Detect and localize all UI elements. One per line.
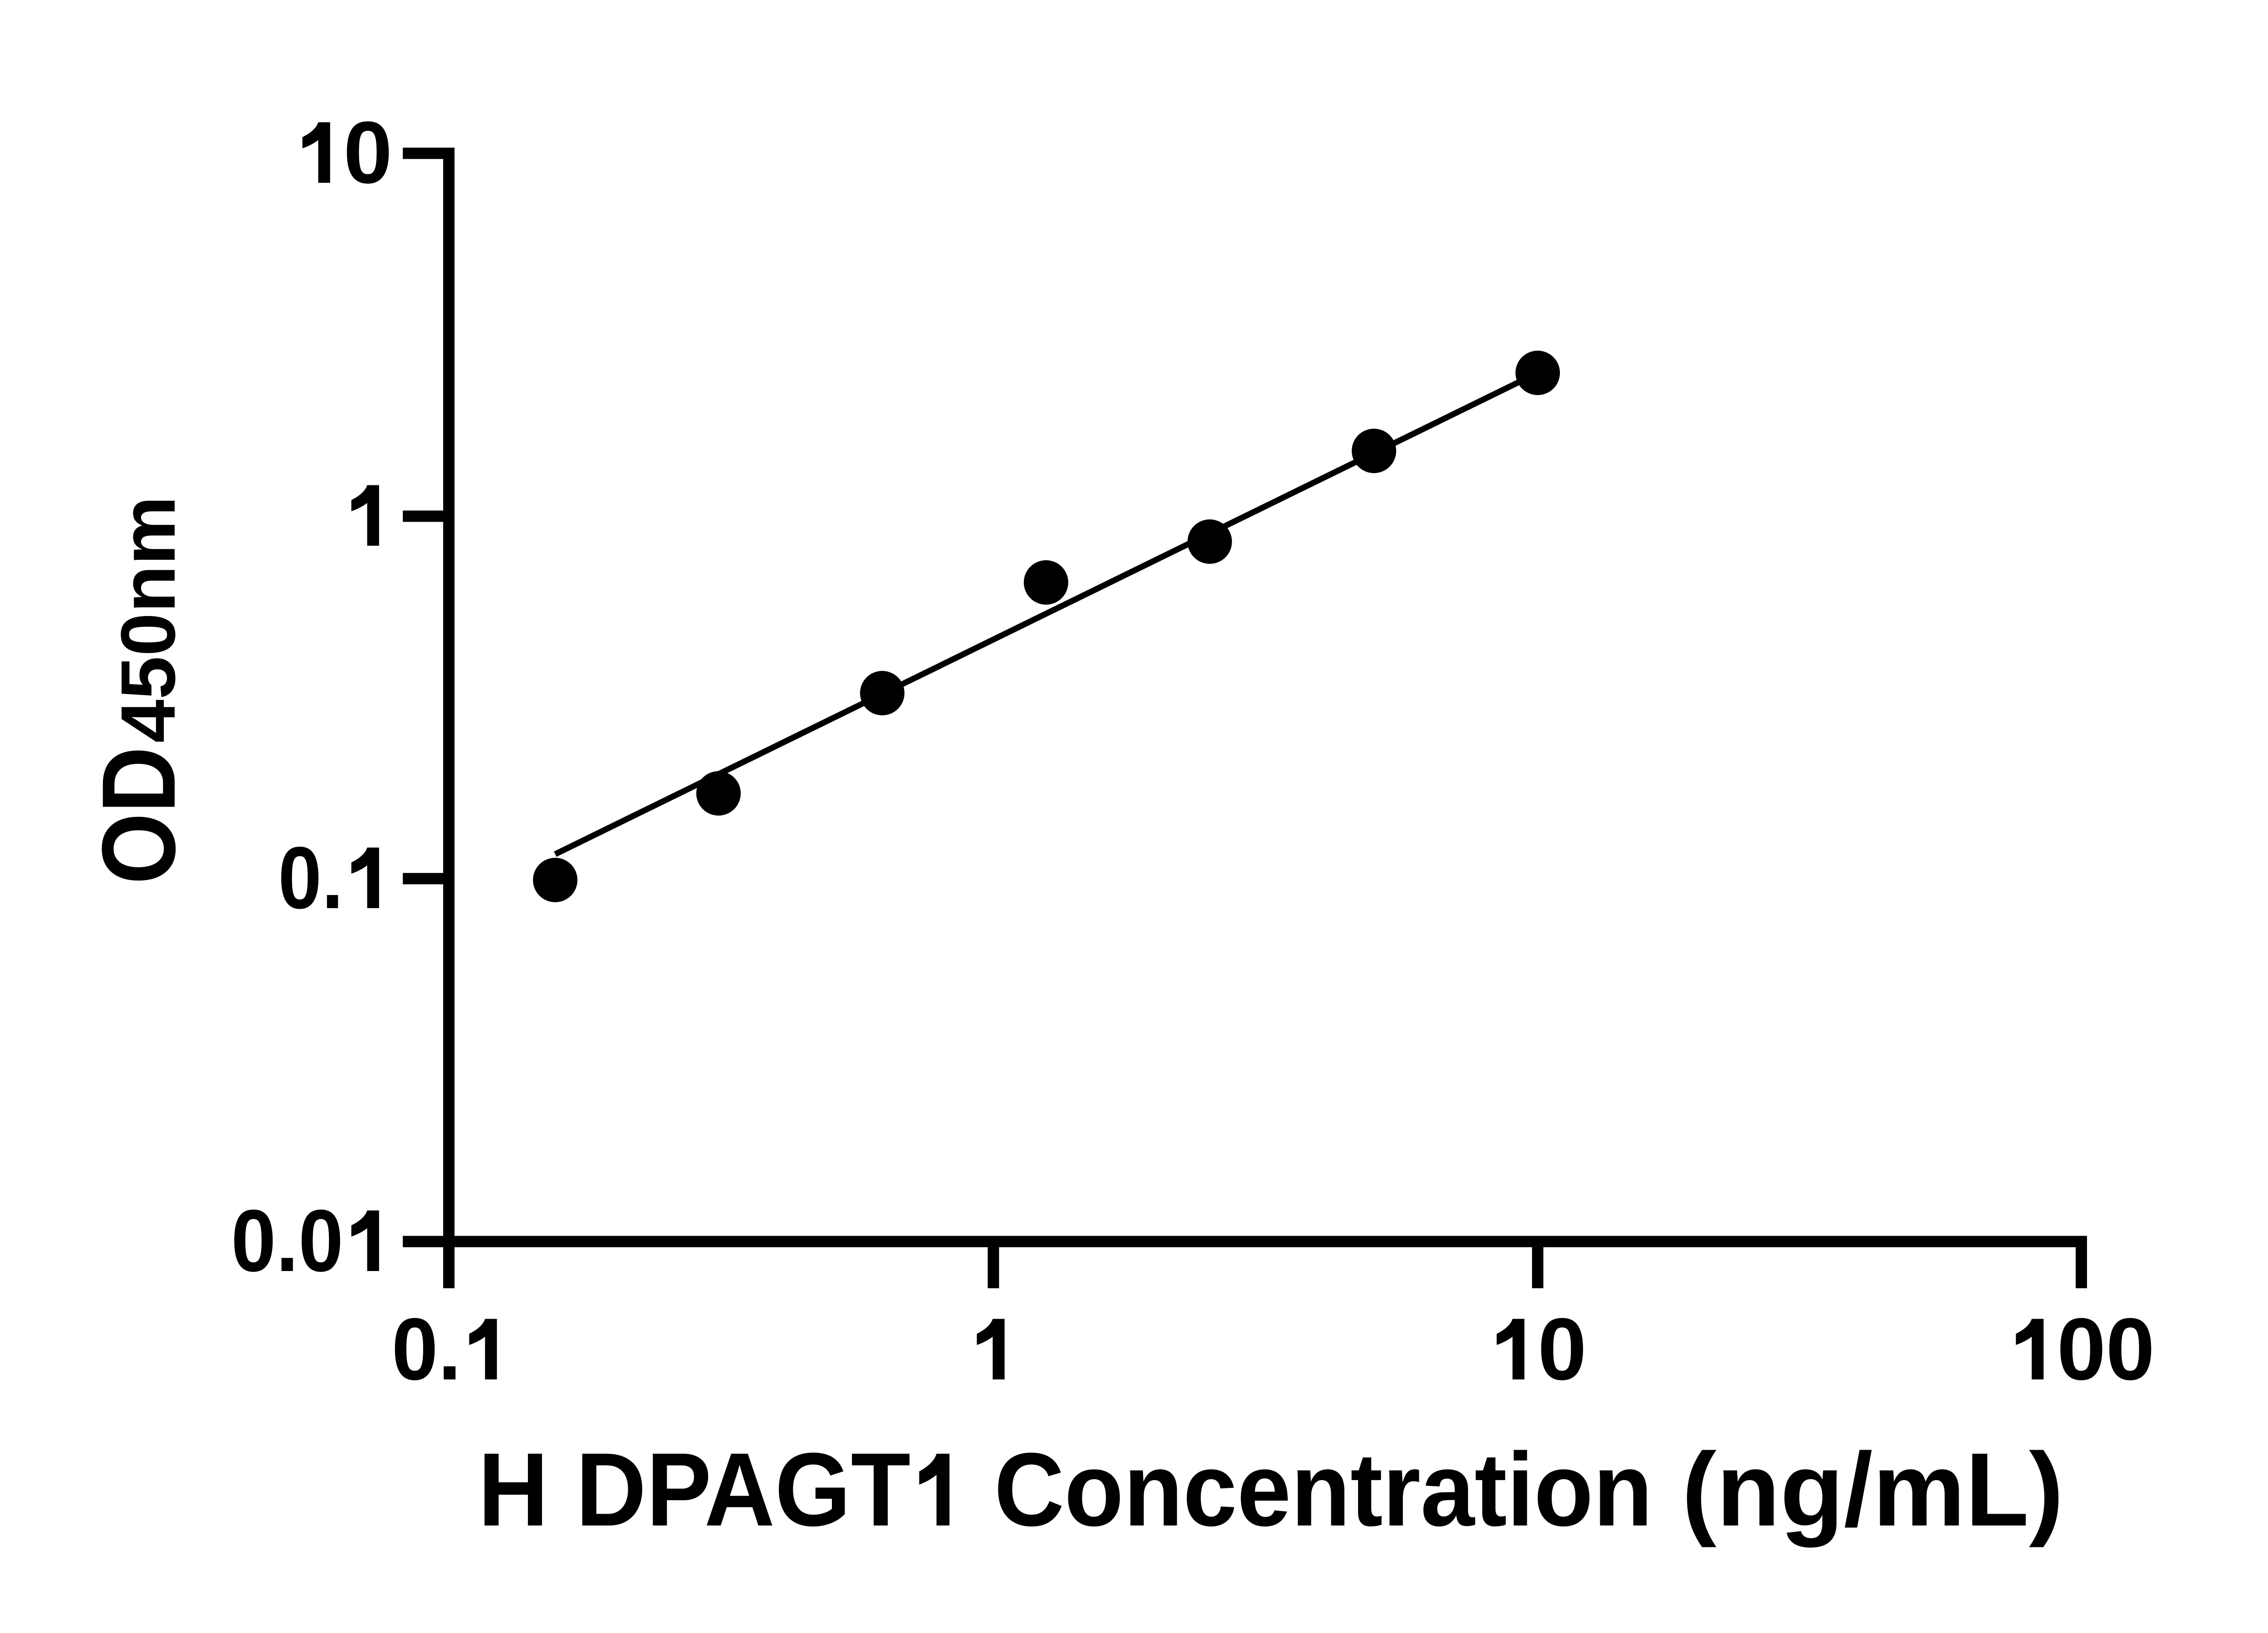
svg-text:0.: 0. [278, 829, 343, 927]
svg-text:0: 0 [1538, 1300, 1587, 1398]
svg-text:OD: OD [80, 747, 197, 885]
svg-text:0.0: 0.0 [231, 1192, 343, 1290]
svg-text:(ng/mL): (ng/mL) [1682, 1431, 2064, 1548]
svg-text:00: 00 [2057, 1300, 2155, 1398]
svg-text:450nm: 450nm [105, 496, 191, 743]
svg-text:0.: 0. [391, 1300, 461, 1398]
svg-text:H DPAGT: H DPAGT [478, 1431, 911, 1548]
svg-text:0: 0 [343, 103, 392, 202]
svg-text:Concentration: Concentration [994, 1431, 1653, 1548]
